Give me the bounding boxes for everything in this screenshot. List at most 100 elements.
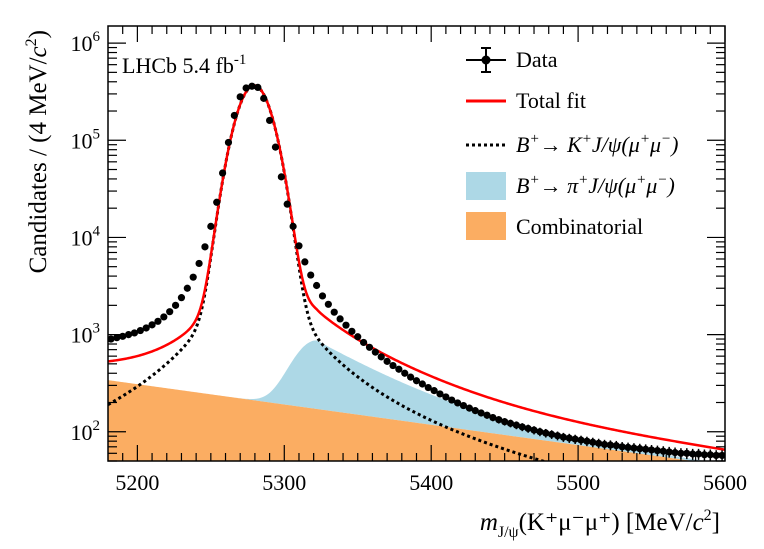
data-point <box>136 326 144 335</box>
data-point <box>307 271 315 279</box>
data-point-marker <box>230 111 238 120</box>
data-point <box>501 418 509 426</box>
data-point <box>371 348 379 356</box>
data-point-marker <box>195 259 203 268</box>
data-point <box>683 448 691 460</box>
data-point-marker <box>401 369 409 377</box>
data-point-marker <box>330 308 338 316</box>
data-point-marker <box>389 361 397 370</box>
legend: Data Total fit B+→ K+J/ψ(μ+μ−) B+→ π+J/ψ… <box>466 47 678 240</box>
data-point-marker <box>407 373 415 381</box>
legend-label-signal: B+→ K+J/ψ(μ+μ−) <box>516 131 678 157</box>
data-point <box>130 329 139 337</box>
data-point <box>289 222 297 230</box>
data-point-marker <box>354 333 362 341</box>
data-point <box>207 222 215 230</box>
total-fit-curve <box>108 84 725 451</box>
legend-entry-total-fit: Total fit <box>466 88 586 113</box>
data-point <box>236 93 244 101</box>
data-point <box>183 284 191 292</box>
data-point-marker <box>201 243 209 251</box>
data-point-marker <box>501 418 509 426</box>
data-point-marker <box>454 399 462 407</box>
data-point <box>242 84 250 92</box>
data-point-marker <box>207 222 215 230</box>
data-point-marker <box>653 446 662 455</box>
data-point <box>595 438 603 449</box>
data-point <box>142 324 150 332</box>
y-tick-label: 106 <box>71 29 101 56</box>
data-point-marker <box>530 426 538 434</box>
data-point <box>559 432 568 442</box>
data-point-marker <box>301 258 309 266</box>
data-point <box>653 445 662 457</box>
data-point <box>477 409 485 417</box>
x-axis-title: mJ/ψ(K⁺μ⁻μ⁺) [MeV/c2] <box>480 507 720 541</box>
data-point <box>124 330 133 339</box>
data-point-marker <box>213 198 221 206</box>
x-tick-label: 5300 <box>262 470 306 495</box>
x-tick-label: 5200 <box>115 470 159 495</box>
data-point-marker <box>177 294 186 302</box>
data-point <box>636 443 644 455</box>
data-point-marker <box>418 380 426 388</box>
data-point <box>218 169 227 177</box>
data-point-marker <box>424 383 432 392</box>
legend-data-marker <box>481 55 491 65</box>
data-point-marker <box>495 416 503 424</box>
data-point-marker <box>283 200 291 208</box>
data-point-marker <box>647 446 656 454</box>
legend-entry-data: Data <box>466 47 558 73</box>
data-point <box>530 426 538 435</box>
data-point <box>248 82 256 90</box>
data-point-marker <box>512 421 520 429</box>
data-point-marker <box>324 300 332 308</box>
data-point <box>659 446 667 457</box>
y-axis-title: Candidates / (4 MeV/c2) <box>23 30 52 273</box>
y-tick-label: 105 <box>71 126 101 153</box>
data-point-marker <box>553 432 562 440</box>
data-point-marker <box>171 301 180 309</box>
data-point-marker <box>166 308 174 316</box>
data-point <box>389 361 397 370</box>
data-point <box>542 428 550 438</box>
data-point <box>495 416 503 424</box>
y-tick-label: 104 <box>71 223 101 250</box>
data-point <box>459 401 468 410</box>
data-point <box>700 449 709 461</box>
data-point-marker <box>124 330 133 339</box>
data-point <box>430 387 438 395</box>
data-point-marker <box>436 390 444 398</box>
data-point <box>365 343 374 351</box>
data-point <box>383 357 391 365</box>
data-point <box>295 242 303 250</box>
data-point-marker <box>295 242 303 250</box>
data-point-marker <box>154 317 162 325</box>
data-point-marker <box>130 329 139 337</box>
data-point-marker <box>536 428 544 436</box>
data-point <box>260 94 268 102</box>
y-tick-label: 102 <box>71 418 101 445</box>
data-point-marker <box>636 445 644 453</box>
data-point <box>330 308 338 316</box>
data-point-marker <box>277 173 285 181</box>
data-point-marker <box>307 271 315 279</box>
data-point-marker <box>577 436 585 444</box>
data-point <box>342 321 350 329</box>
data-point <box>171 301 180 309</box>
data-point <box>600 439 609 450</box>
data-point-marker <box>260 94 268 102</box>
data-point-marker <box>318 292 327 300</box>
data-point-marker <box>595 439 603 447</box>
x-tick-label: 5400 <box>409 470 453 495</box>
data-point <box>624 442 632 453</box>
legend-combinatorial-swatch <box>466 212 506 240</box>
data-point <box>424 383 432 392</box>
data-point-marker <box>271 143 280 151</box>
data-point <box>506 419 515 428</box>
legend-label-combinatorial: Combinatorial <box>516 214 643 239</box>
data-point <box>254 83 262 92</box>
data-point-marker <box>136 326 144 335</box>
data-point-marker <box>489 413 497 422</box>
data-point-marker <box>254 83 262 92</box>
